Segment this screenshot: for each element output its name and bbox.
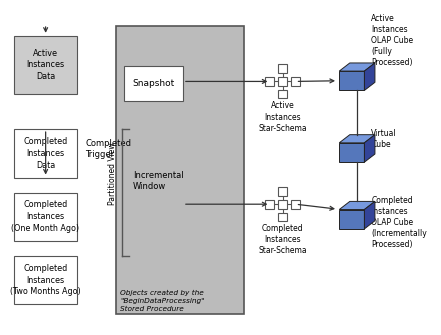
Bar	[265, 200, 274, 208]
Text: Active
Instances
Star-Schema: Active Instances Star-Schema	[258, 102, 307, 133]
Bar	[265, 77, 274, 86]
Polygon shape	[339, 143, 364, 162]
Text: Completed
Instances
OLAP Cube
(Incrementally
Processed): Completed Instances OLAP Cube (Increment…	[371, 196, 427, 249]
Bar	[278, 64, 287, 73]
Text: Completed
Instances
(One Month Ago): Completed Instances (One Month Ago)	[11, 200, 79, 233]
Text: Completed
Trigger: Completed Trigger	[86, 139, 131, 159]
Text: Completed
Instances
Star-Schema: Completed Instances Star-Schema	[258, 224, 307, 255]
Text: Virtual
Cube: Virtual Cube	[371, 129, 397, 149]
Text: Incremental
Window: Incremental Window	[133, 171, 184, 191]
Bar	[14, 256, 77, 304]
Text: Completed
Instances
Data: Completed Instances Data	[23, 137, 67, 170]
Polygon shape	[339, 71, 364, 90]
Text: Objects created by the
"BeginDataProcessing"
Stored Procedure: Objects created by the "BeginDataProcess…	[120, 290, 205, 312]
Bar	[291, 77, 300, 86]
Bar	[278, 90, 287, 98]
Bar	[278, 200, 287, 208]
Bar	[14, 129, 77, 178]
Polygon shape	[364, 135, 375, 162]
Text: Active
Instances
OLAP Cube
(Fully
Processed): Active Instances OLAP Cube (Fully Proces…	[371, 14, 414, 67]
Bar	[14, 193, 77, 241]
Bar	[14, 36, 77, 94]
Bar	[124, 66, 183, 101]
Text: Partitioned View: Partitioned View	[108, 143, 117, 205]
Text: Active
Instances
Data: Active Instances Data	[26, 49, 64, 81]
Bar	[278, 187, 287, 196]
Bar	[278, 212, 287, 221]
Polygon shape	[339, 63, 375, 71]
Bar	[278, 77, 287, 86]
Text: Snapshot: Snapshot	[133, 79, 175, 88]
Text: Completed
Instances
(Two Months Ago): Completed Instances (Two Months Ago)	[10, 264, 81, 296]
Polygon shape	[364, 63, 375, 90]
Bar	[116, 26, 243, 314]
Polygon shape	[339, 209, 364, 229]
Polygon shape	[339, 201, 375, 209]
Bar	[291, 200, 300, 208]
Polygon shape	[339, 135, 375, 143]
Polygon shape	[364, 201, 375, 229]
